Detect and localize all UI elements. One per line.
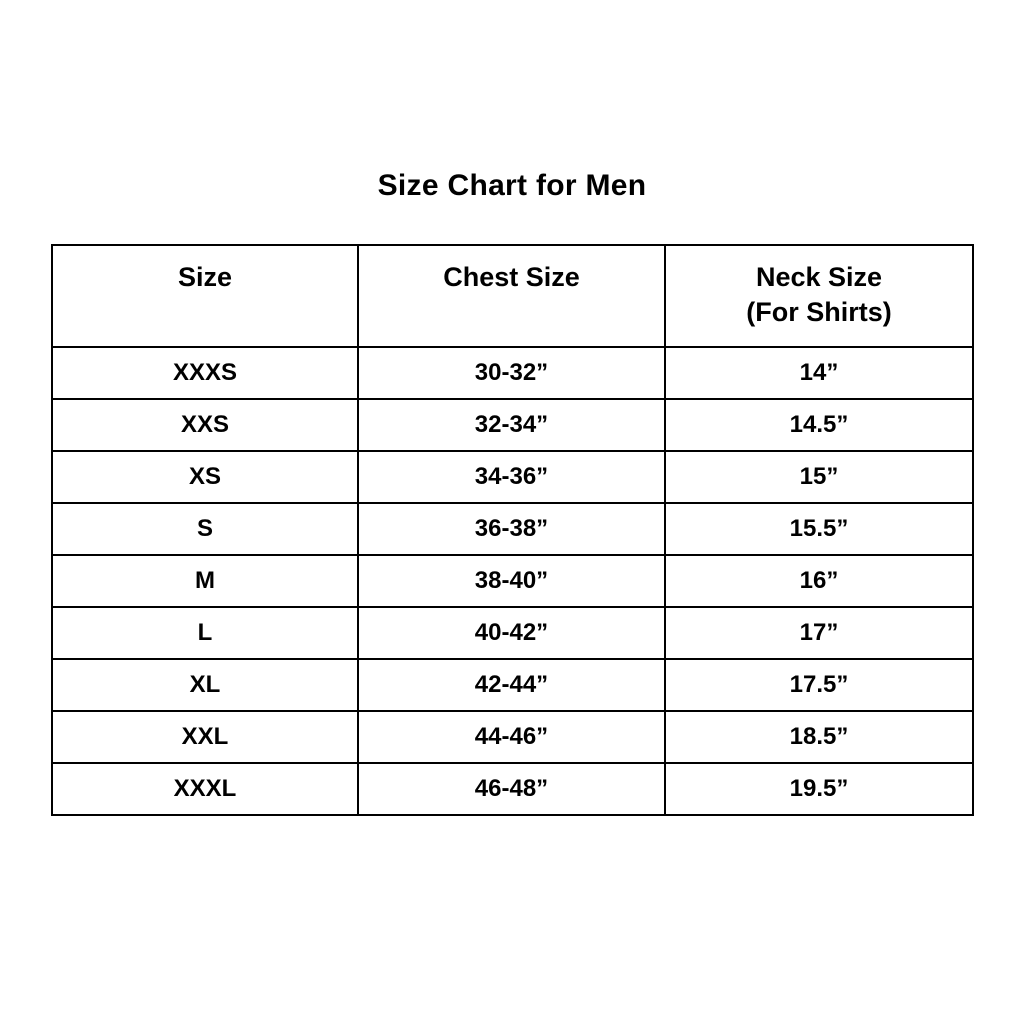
chest-size-cell: 38-40”: [357, 554, 666, 608]
table-row: S 36-38” 15.5”: [51, 502, 974, 556]
neck-size-cell: 19.5”: [664, 762, 974, 816]
chest-size-cell: 36-38”: [357, 502, 666, 556]
column-header-sublabel: (For Shirts): [746, 297, 892, 328]
chest-size-cell: 40-42”: [357, 606, 666, 660]
size-cell: M: [51, 554, 359, 608]
size-cell: XXS: [51, 398, 359, 452]
page-title: Size Chart for Men: [377, 169, 647, 202]
table-row: M 38-40” 16”: [51, 554, 974, 608]
column-header-neck-size: Neck Size (For Shirts): [664, 244, 974, 348]
table-row: L 40-42” 17”: [51, 606, 974, 660]
neck-size-cell: 17”: [664, 606, 974, 660]
size-cell: XXXL: [51, 762, 359, 816]
column-header-label: Neck Size: [755, 262, 883, 292]
neck-size-cell: 16”: [664, 554, 974, 608]
column-header-size: Size: [51, 244, 359, 348]
neck-size-cell: 14”: [664, 346, 974, 400]
table-row: XXS 32-34” 14.5”: [51, 398, 974, 452]
chest-size-cell: 44-46”: [357, 710, 666, 764]
chest-size-cell: 34-36”: [357, 450, 666, 504]
size-cell: XS: [51, 450, 359, 504]
neck-size-cell: 15.5”: [664, 502, 974, 556]
table-row: XXXS 30-32” 14”: [51, 346, 974, 400]
size-table-body: XXXS 30-32” 14” XXS 32-34” 14.5” XS 34-3…: [51, 346, 974, 816]
neck-size-cell: 14.5”: [664, 398, 974, 452]
column-header-chest-size: Chest Size: [357, 244, 666, 348]
size-chart-table: Size Chest Size Neck Size (For Shirts) X…: [51, 244, 974, 816]
chest-size-cell: 46-48”: [357, 762, 666, 816]
neck-size-cell: 17.5”: [664, 658, 974, 712]
table-row: XL 42-44” 17.5”: [51, 658, 974, 712]
size-cell: XL: [51, 658, 359, 712]
chest-size-cell: 32-34”: [357, 398, 666, 452]
column-header-label: Chest Size: [443, 262, 580, 292]
chest-size-cell: 30-32”: [357, 346, 666, 400]
table-row: XXXL 46-48” 19.5”: [51, 762, 974, 816]
size-cell: S: [51, 502, 359, 556]
size-cell: XXXS: [51, 346, 359, 400]
table-header-row: Size Chest Size Neck Size (For Shirts): [51, 244, 974, 348]
table-row: XXL 44-46” 18.5”: [51, 710, 974, 764]
table-header: Size Chest Size Neck Size (For Shirts): [51, 244, 974, 348]
column-header-label: Size: [177, 262, 233, 292]
size-cell: XXL: [51, 710, 359, 764]
table-row: XS 34-36” 15”: [51, 450, 974, 504]
neck-size-cell: 15”: [664, 450, 974, 504]
chest-size-cell: 42-44”: [357, 658, 666, 712]
size-cell: L: [51, 606, 359, 660]
neck-size-cell: 18.5”: [664, 710, 974, 764]
